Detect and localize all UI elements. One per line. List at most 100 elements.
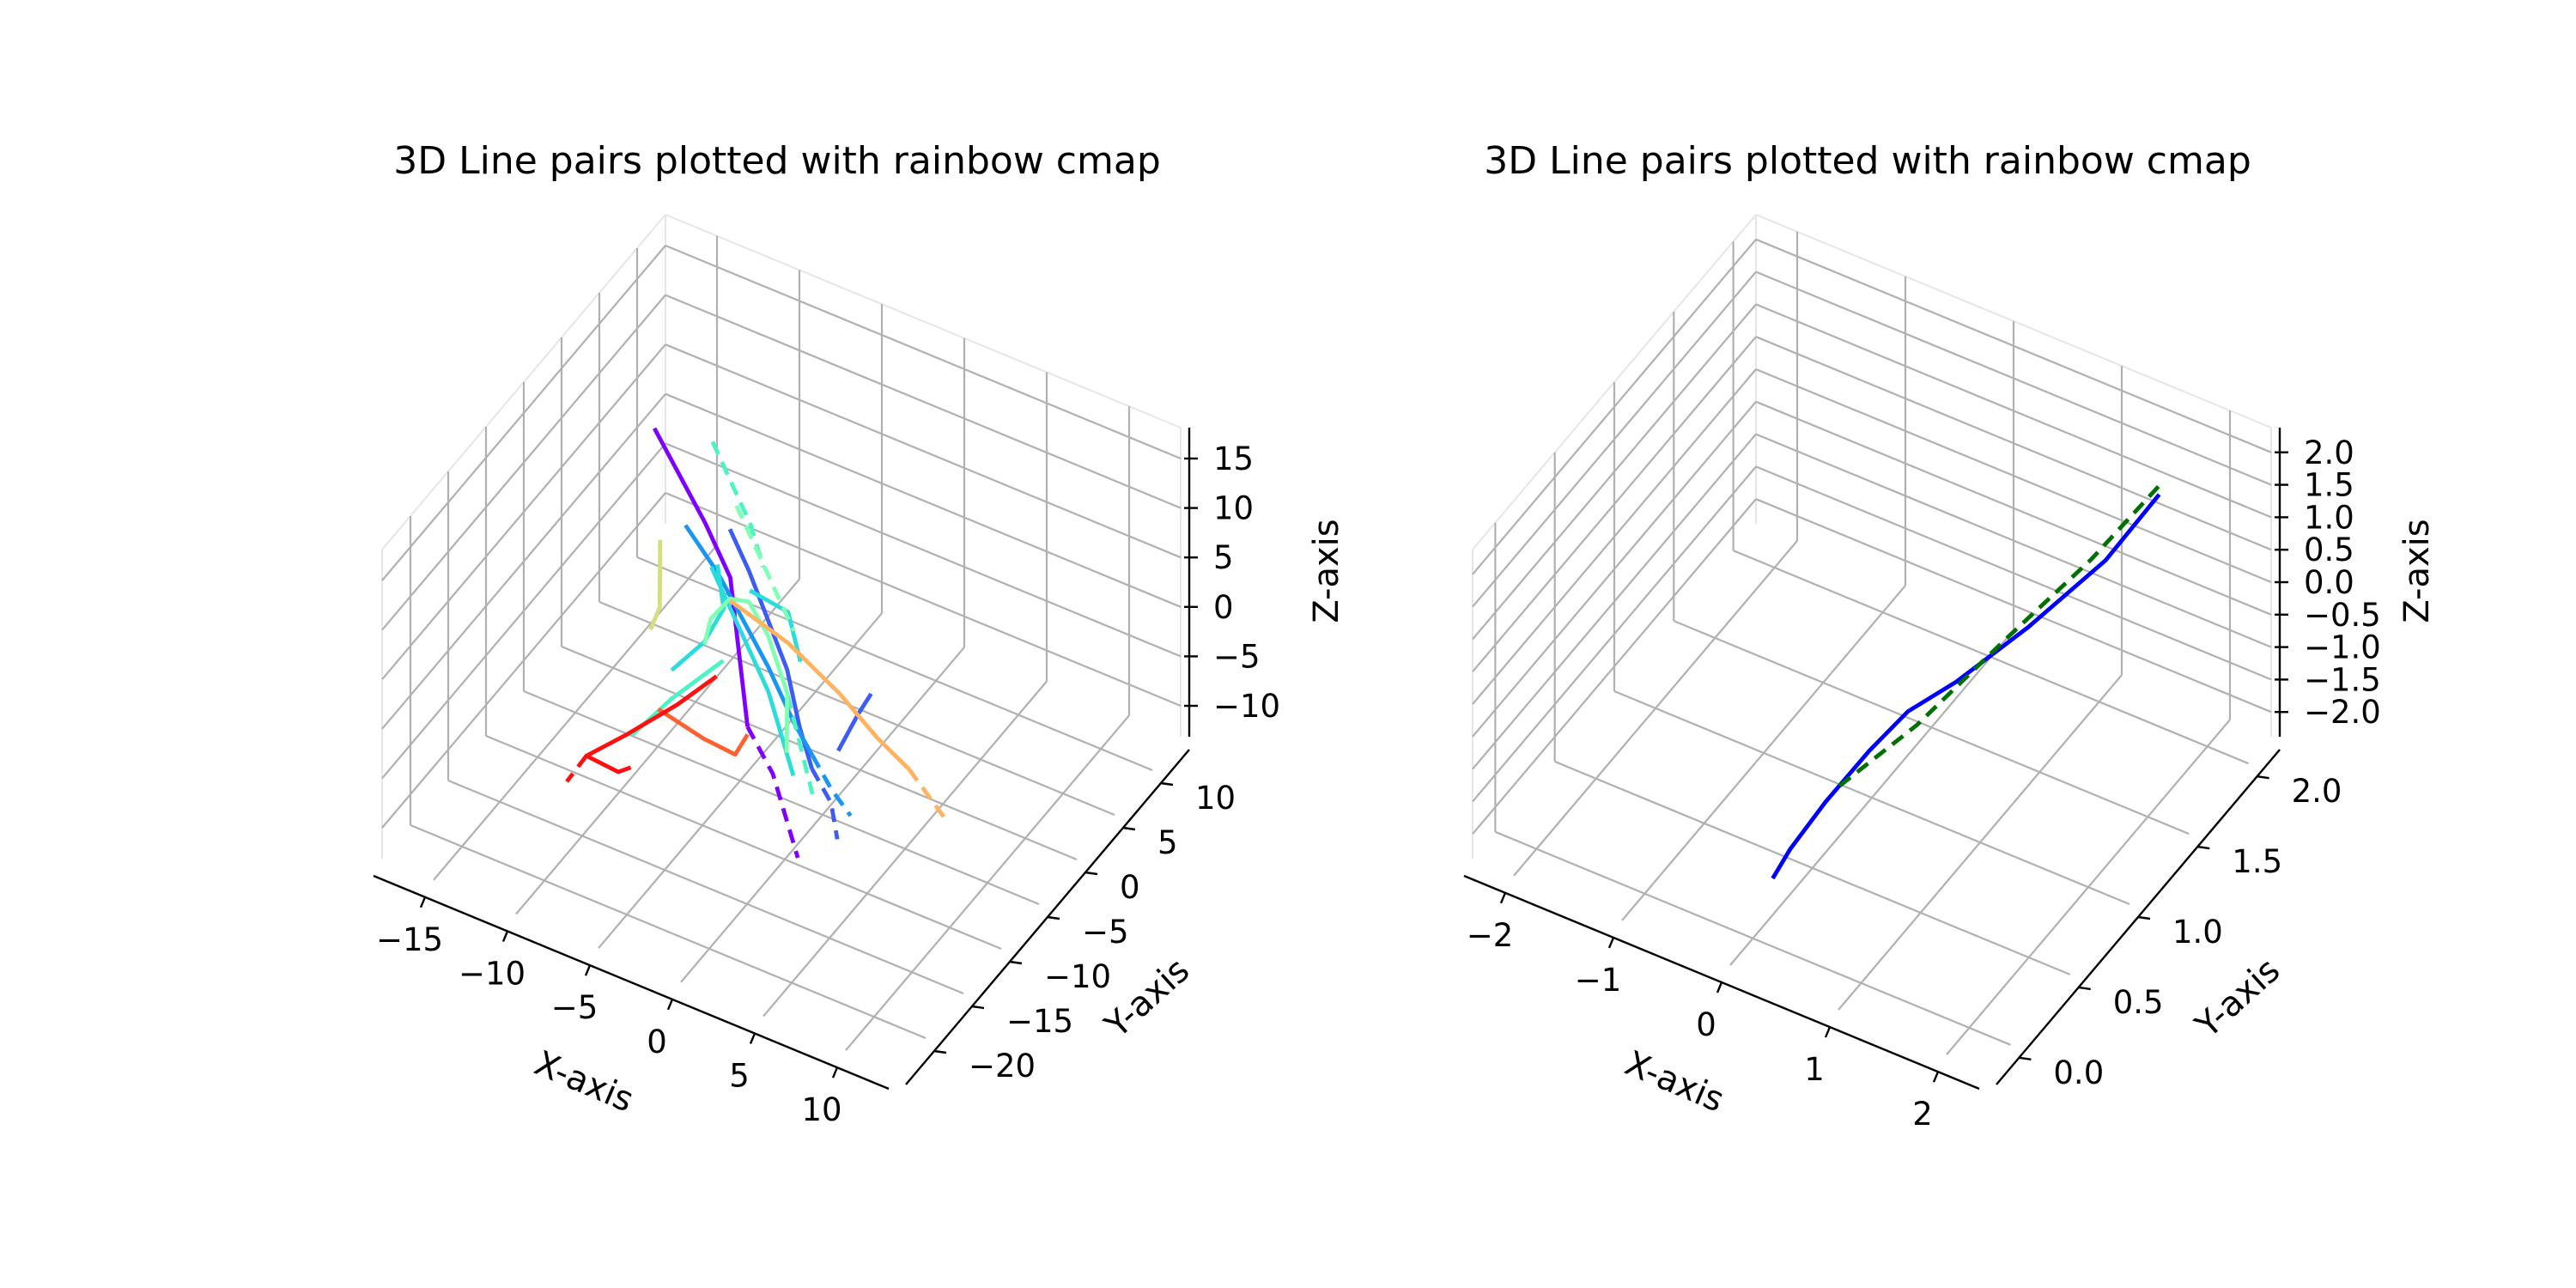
x-tick-label: 1 (1804, 1051, 1825, 1088)
series-line-20 (565, 754, 588, 783)
z-gridline (1472, 498, 1757, 835)
y-tick-label: 0.5 (2113, 984, 2164, 1021)
z-gridline (381, 442, 666, 780)
x-tick (831, 1066, 839, 1078)
y-tick-label: −5 (1082, 914, 1129, 951)
y-tick (2197, 845, 2210, 850)
x-tick (666, 999, 674, 1011)
z-gridline (1472, 336, 1757, 672)
right-plot-title: 3D Line pairs plotted with rainbow cmap (1484, 139, 2251, 183)
x-tick-label: −2 (1467, 917, 1514, 954)
z-gridline (1472, 401, 1757, 738)
y-tick-label: −10 (1044, 958, 1111, 995)
series-line-8 (670, 564, 726, 672)
y-tick-label: −20 (969, 1048, 1036, 1084)
y-gridline (561, 645, 1078, 861)
x-tick (749, 1033, 756, 1044)
y-tick (1009, 960, 1023, 965)
z-gridline (381, 492, 666, 829)
series-line-12 (785, 694, 815, 795)
z-tick-label: −5 (1213, 638, 1261, 675)
z-tick-label: 2.0 (2304, 434, 2354, 471)
z-tick-label: −10 (1213, 688, 1280, 725)
z-tick-label: −0.5 (2304, 597, 2381, 634)
left-y-axis-label: Y-axis (1097, 951, 1197, 1046)
z-tick-label: 1.5 (2304, 467, 2354, 504)
z-gridline (1472, 303, 1757, 641)
right-z-axis-label: Z-axis (2397, 519, 2437, 623)
series-line-16 (729, 598, 911, 771)
left-3d-plot: 3D Line pairs plotted with rainbow cmap … (373, 139, 1346, 1128)
series-line-3 (810, 768, 840, 840)
series-line-13 (702, 596, 790, 753)
series-line-0 (1771, 493, 2161, 880)
y-tick-label: 2.0 (2292, 773, 2342, 810)
x-tick (1607, 937, 1615, 949)
y-tick-label: −15 (1006, 1003, 1073, 1040)
z-gridline (665, 392, 1182, 608)
z-gridline (1755, 368, 2272, 584)
z-gridline (381, 294, 666, 631)
y-tick (933, 1049, 947, 1054)
y-tick-label: 10 (1195, 780, 1236, 817)
z-gridline (665, 442, 1182, 658)
right-y-axis-label: Y-axis (2188, 951, 2287, 1046)
x-tick (1716, 981, 1723, 993)
y-gridline (598, 600, 1115, 817)
x-tick (501, 931, 509, 942)
x-tick-label: 10 (801, 1091, 841, 1128)
z-tick-label: 1.0 (2304, 499, 2354, 536)
z-gridline (1472, 270, 1757, 608)
pane-edge (665, 214, 1182, 428)
x-tick-label: 5 (729, 1058, 750, 1095)
series-line-19 (584, 674, 718, 775)
x-tick (1824, 1026, 1832, 1038)
y-tick-label: 5 (1157, 824, 1178, 861)
z-gridline (381, 343, 666, 680)
y-tick (1160, 781, 1174, 787)
y-gridline (636, 556, 1153, 772)
z-gridline (1472, 239, 1757, 575)
y-tick (2078, 986, 2091, 991)
y-gridline (1673, 620, 2190, 835)
z-tick-label: −2.0 (2304, 694, 2381, 731)
series-line-0 (652, 427, 750, 727)
y-gridline (1494, 830, 2011, 1046)
z-gridline (1755, 303, 2272, 519)
x-tick (1932, 1071, 1940, 1083)
y-tick-label: 1.0 (2172, 914, 2223, 951)
z-gridline (665, 244, 1182, 460)
y-tick (1122, 826, 1136, 831)
x-tick-label: −5 (551, 989, 598, 1026)
x-tick-label: −10 (459, 955, 526, 992)
x-tick-label: 2 (1912, 1096, 1933, 1133)
y-gridline (410, 823, 927, 1040)
y-gridline (1554, 760, 2071, 975)
z-gridline (1755, 498, 2272, 714)
y-tick-label: 0 (1120, 869, 1140, 906)
z-gridline (1755, 336, 2272, 551)
z-gridline (1755, 238, 2272, 453)
z-gridline (1755, 400, 2272, 616)
z-tick-label: −1.5 (2304, 661, 2381, 698)
z-gridline (381, 245, 666, 581)
left-z-axis-label: Z-axis (1307, 519, 1346, 623)
z-gridline (665, 343, 1182, 559)
z-tick-label: 5 (1213, 539, 1234, 576)
x-tick (584, 964, 592, 976)
series-line-18 (657, 707, 750, 757)
z-tick-label: 15 (1213, 440, 1254, 477)
z-gridline (1472, 465, 1757, 803)
series-line-14 (734, 505, 796, 632)
z-gridline (665, 294, 1182, 509)
y-tick (2137, 915, 2151, 920)
x-tick-label: 0 (647, 1024, 667, 1060)
series-line-1 (745, 726, 800, 859)
x-tick (1499, 892, 1507, 904)
y-gridline (447, 779, 964, 995)
x-tick-label: −1 (1575, 962, 1622, 999)
right-3d-plot: 3D Line pairs plotted with rainbow cmap … (1463, 139, 2437, 1133)
y-tick (971, 1005, 985, 1010)
x-axis-line (373, 874, 890, 1091)
